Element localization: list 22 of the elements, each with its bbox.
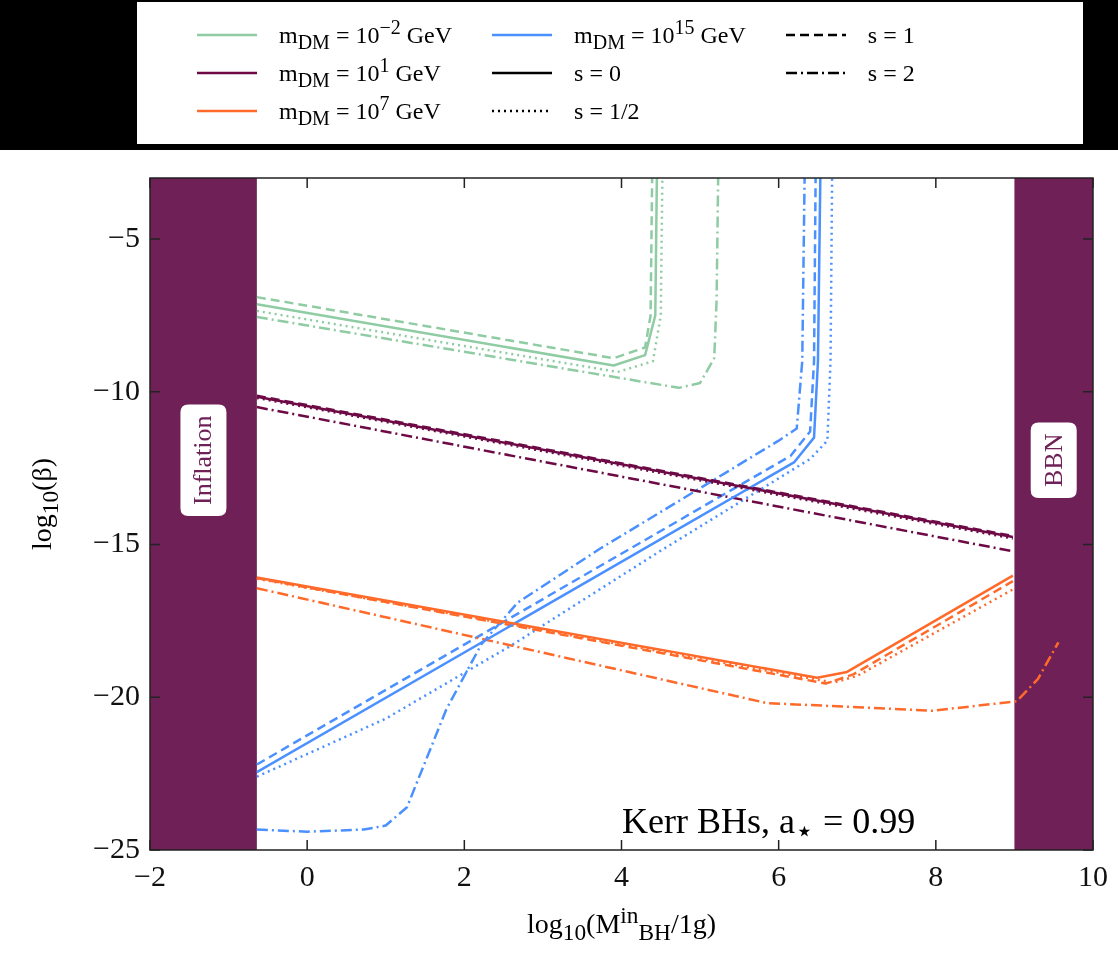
band-label: BBN <box>1038 433 1068 487</box>
legend-label: m$_{DM}$ = 10$^{7}$ GeV <box>279 92 441 130</box>
x-tick-label: 6 <box>771 858 787 892</box>
y-tick-label: −5 <box>108 219 140 253</box>
x-axis-title: log$_{10}$(M$^{in}$$_{BH}$/1g) <box>526 902 717 946</box>
y-tick-label: −15 <box>93 525 140 559</box>
legend-label: m$_{DM}$ = 10$^{15}$ GeV <box>574 16 746 54</box>
annotation: Kerr BHs, a$_{⋆}$ = 0.99 <box>622 800 916 849</box>
legend-label: s = 0 <box>574 59 621 87</box>
legend-label: s = 2 <box>867 59 915 87</box>
band-label: Inflation <box>188 415 218 506</box>
legend-label: m$_{DM}$ = 10$^{−2}$ GeV <box>279 16 453 54</box>
y-tick-label: −20 <box>93 678 140 712</box>
y-tick-label: −10 <box>93 372 140 406</box>
x-tick-label: 0 <box>299 858 315 892</box>
x-tick-label: 2 <box>456 858 472 892</box>
legend-label: s = 1/2 <box>574 97 640 125</box>
x-tick-label: 4 <box>614 858 629 892</box>
x-tick-label: 8 <box>928 858 944 892</box>
x-tick-label: 10 <box>1078 858 1108 892</box>
legend-label: m$_{DM}$ = 10$^{1}$ GeV <box>279 54 441 92</box>
legend-label: s = 1 <box>867 21 915 49</box>
